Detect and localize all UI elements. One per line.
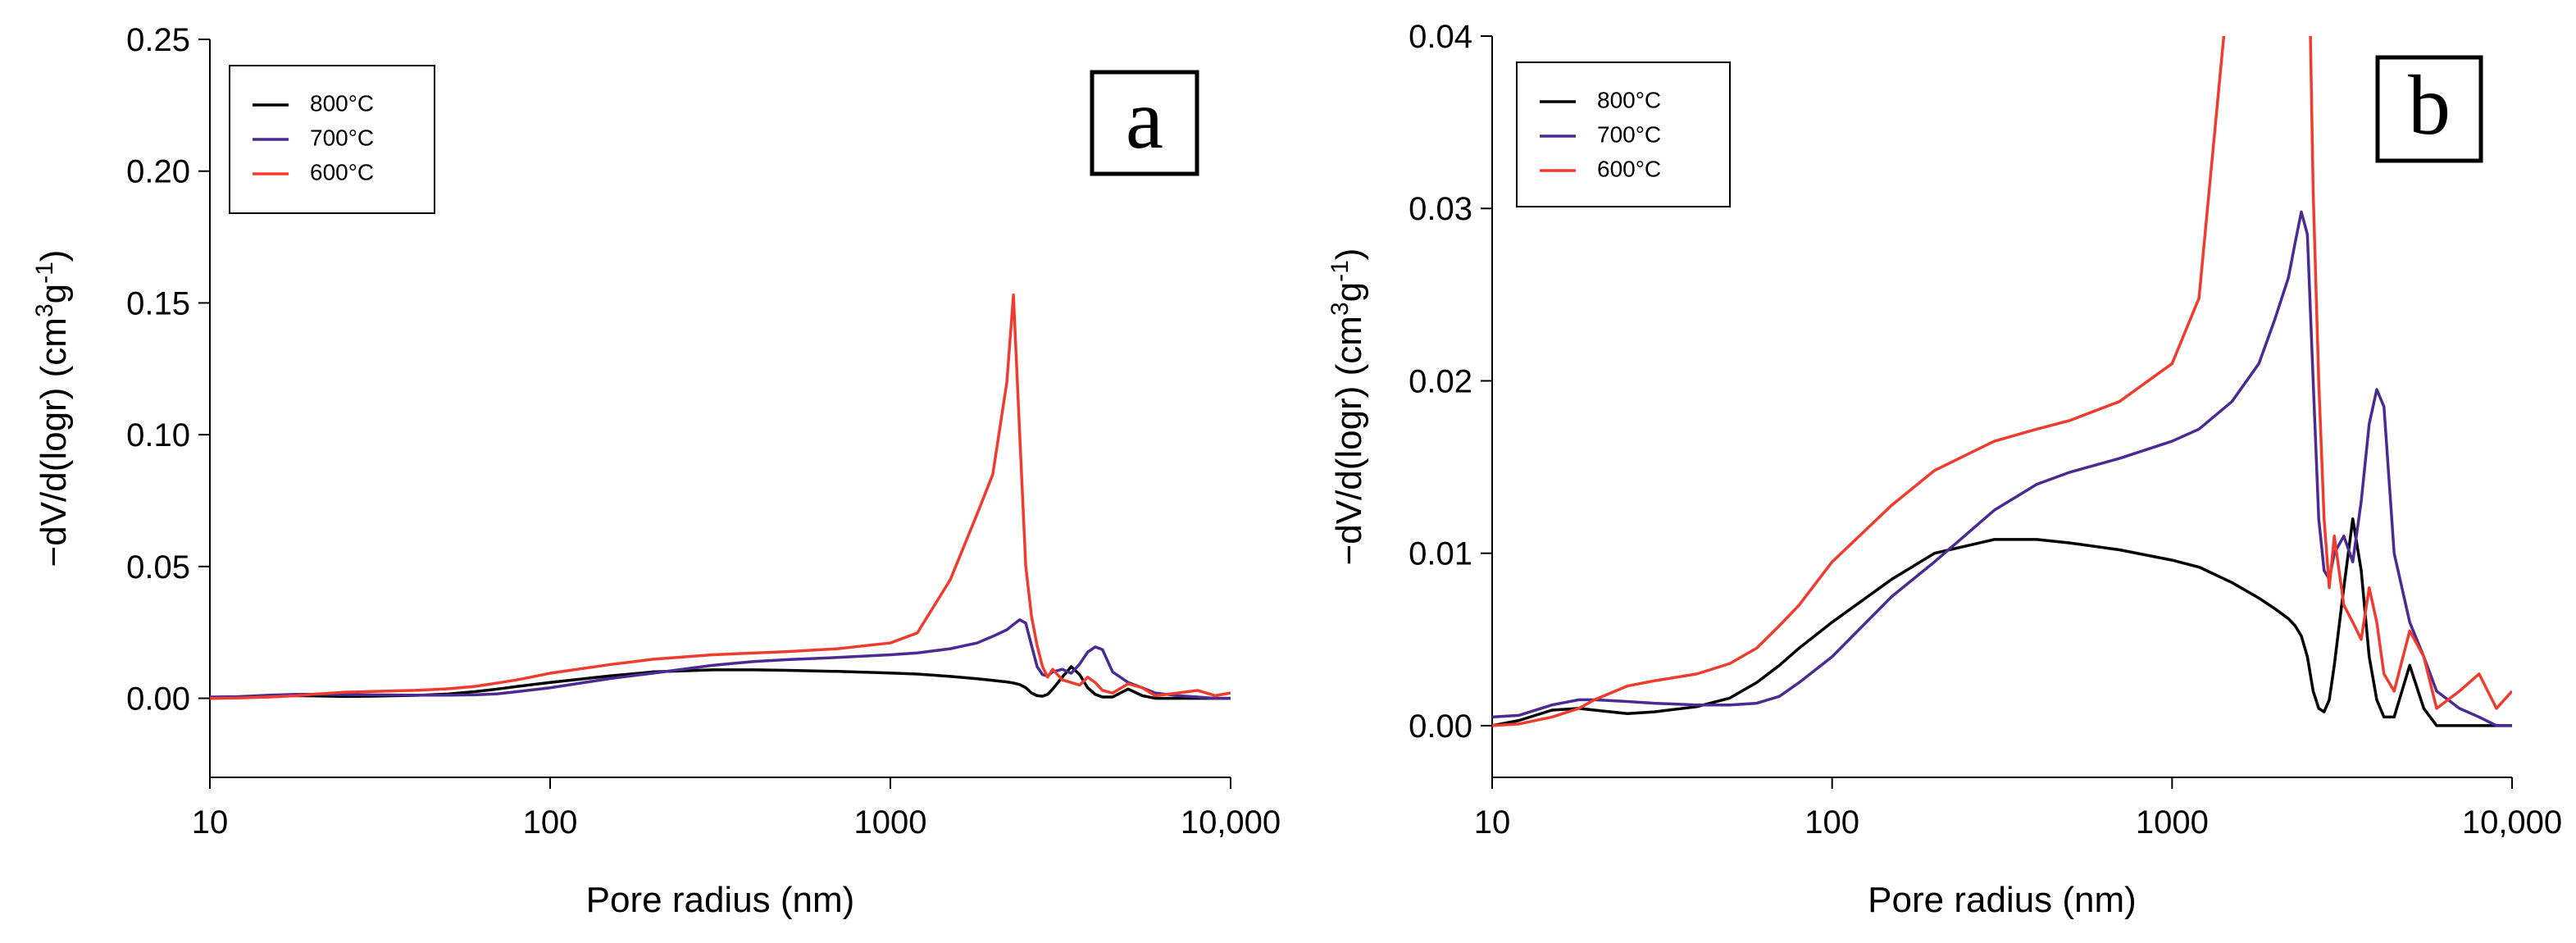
legend: 800°C 700°C 600°C bbox=[1516, 61, 1731, 207]
x-tick-label: 10,000 bbox=[2462, 804, 2562, 840]
y-tick-label: 0.03 bbox=[1409, 191, 1472, 227]
series-line bbox=[210, 294, 1231, 700]
chart-panel: 0.00 0.01 0.02 0.03 0.04 10 100 1000 10,000 Pore … bbox=[1327, 19, 2563, 920]
chart-panel: 0.00 0.05 0.10 0.15 0.20 0.25 10 100 1000 10,000 P… bbox=[31, 22, 1281, 920]
legend-label: 600°C bbox=[1597, 156, 1661, 181]
y-axis-label-part: g bbox=[1329, 282, 1369, 302]
x-tick-label: 100 bbox=[1805, 804, 1859, 840]
y-axis-label-part: 3 bbox=[1327, 302, 1354, 316]
y-axis-label-part: −dV/d(logr) (cm bbox=[34, 317, 74, 567]
legend-label: 700°C bbox=[310, 125, 374, 150]
y-tick-label: 0.15 bbox=[126, 285, 190, 321]
series-line bbox=[1492, 517, 2512, 727]
x-tick-label: 1000 bbox=[2136, 804, 2209, 840]
y-axis-label: −dV/d(logr) (cm3g-1) bbox=[1327, 248, 1370, 566]
x-tick-label: 10 bbox=[192, 804, 229, 840]
y-tick-label: 0.20 bbox=[126, 154, 190, 190]
y-tick-label: 0.00 bbox=[1409, 708, 1472, 745]
series-group bbox=[1492, 36, 2512, 727]
panel-label-box bbox=[2375, 55, 2483, 163]
y-axis-label-part: -1 bbox=[31, 262, 58, 284]
panel-label-box bbox=[1090, 70, 1199, 176]
x-axis-label: Pore radius (nm) bbox=[586, 880, 855, 920]
legend-label: 700°C bbox=[1597, 121, 1661, 147]
x-tick-label: 1000 bbox=[854, 804, 927, 840]
series-line bbox=[1492, 210, 2512, 727]
y-axis-label-part: -1 bbox=[1327, 260, 1354, 282]
legend-box bbox=[1516, 61, 1731, 207]
y-axis-label-part: 3 bbox=[31, 303, 58, 317]
x-axis-label: Pore radius (nm) bbox=[1868, 880, 2137, 920]
legend-label: 800°C bbox=[310, 90, 374, 116]
panel-label: b bbox=[2408, 58, 2451, 153]
y-tick-label: 0.02 bbox=[1409, 363, 1472, 399]
y-axis-label: −dV/d(logr) (cm3g-1) bbox=[31, 250, 75, 567]
x-tick-label: 100 bbox=[523, 804, 578, 840]
series-group bbox=[210, 294, 1231, 700]
legend-label: 800°C bbox=[1597, 87, 1661, 112]
series-line bbox=[210, 618, 1231, 700]
y-tick-label: 0.01 bbox=[1409, 536, 1472, 572]
x-tick-label: 10,000 bbox=[1181, 804, 1281, 840]
y-axis-label-part: g bbox=[34, 284, 74, 303]
y-tick-label: 0.10 bbox=[126, 417, 190, 453]
y-tick-label: 0.00 bbox=[126, 681, 190, 718]
legend-label: 600°C bbox=[310, 159, 374, 184]
x-tick-label: 10 bbox=[1474, 804, 1511, 840]
series-line bbox=[1492, 36, 2512, 727]
y-axis-label-part: ) bbox=[1329, 248, 1369, 261]
y-tick-label: 0.04 bbox=[1409, 19, 1472, 55]
legend: 800°C 700°C 600°C bbox=[229, 65, 435, 214]
panel-label: a bbox=[1126, 72, 1163, 166]
y-axis-label-part: ) bbox=[34, 250, 74, 262]
y-tick-label: 0.05 bbox=[126, 549, 190, 585]
y-axis-label-part: −dV/d(logr) (cm bbox=[1329, 316, 1369, 565]
y-tick-label: 0.25 bbox=[126, 22, 190, 58]
